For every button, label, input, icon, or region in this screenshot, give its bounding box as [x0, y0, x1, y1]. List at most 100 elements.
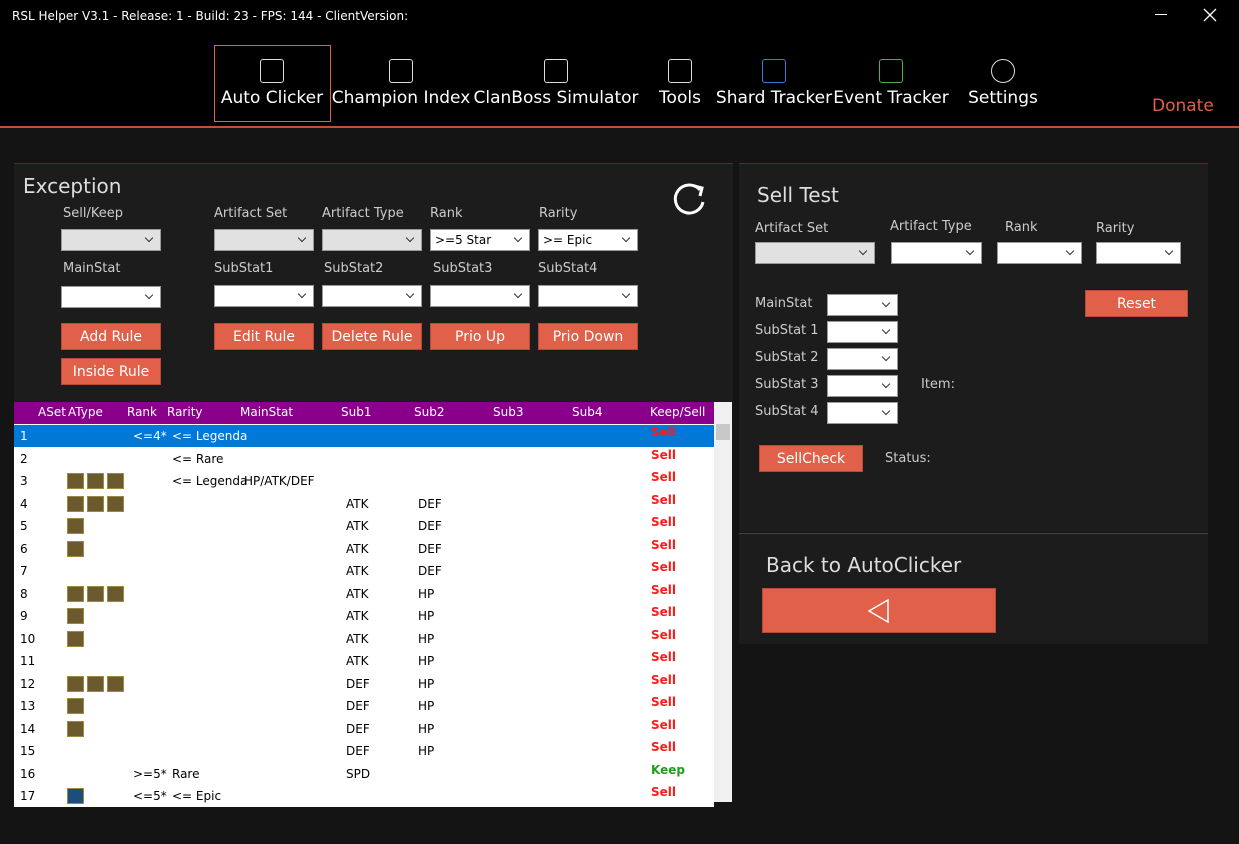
dropdown[interactable]	[827, 321, 898, 343]
column-header: AType	[68, 405, 103, 419]
table-cell: 15	[20, 744, 36, 758]
dropdown[interactable]	[538, 285, 638, 307]
dropdown[interactable]	[214, 229, 314, 251]
artifact-icon	[67, 540, 84, 557]
table-row[interactable]	[14, 605, 714, 627]
close-button[interactable]	[1203, 8, 1217, 22]
field-label: Sell/Keep	[63, 206, 123, 221]
artifact-icon	[67, 698, 84, 714]
nav-icon	[389, 59, 413, 83]
nav-tab[interactable]: Champion Index	[331, 88, 471, 108]
table-cell: >=5*	[133, 766, 167, 781]
rule-button[interactable]: Prio Up	[430, 323, 530, 350]
artifact-icon	[107, 473, 124, 489]
table-row[interactable]	[14, 470, 714, 492]
keep-sell-cell: Sell	[651, 627, 677, 642]
table-row[interactable]	[14, 672, 714, 695]
artifact-icon	[67, 585, 84, 602]
dropdown[interactable]	[997, 242, 1082, 264]
column-header: Rarity	[167, 405, 203, 419]
refresh-icon[interactable]	[670, 180, 708, 218]
table-row[interactable]	[14, 762, 714, 785]
dropdown[interactable]	[827, 375, 898, 397]
table-cell: HP/ATK/DEF	[244, 474, 315, 488]
nav-tab[interactable]: Tools	[659, 88, 701, 108]
table-row[interactable]	[14, 537, 714, 560]
table-cell: 10	[20, 631, 36, 646]
dropdown[interactable]	[322, 229, 422, 251]
table-cell: HP	[418, 631, 435, 646]
table-cell: 7	[20, 564, 28, 578]
table-cell: <= Legenda	[172, 429, 248, 443]
table-cell: DEF	[346, 699, 370, 713]
scrollbar[interactable]	[714, 402, 732, 802]
back-title: Back to AutoClicker	[766, 553, 962, 577]
nav-tab[interactable]: Auto Clicker	[220, 88, 324, 108]
dropdown[interactable]: >= Epic	[538, 229, 638, 251]
table-cell: DEF	[418, 541, 442, 556]
dropdown[interactable]	[430, 285, 530, 307]
artifact-icon	[67, 608, 84, 624]
keep-sell-cell: Sell	[651, 672, 677, 687]
rule-button[interactable]: Inside Rule	[61, 358, 161, 385]
keep-sell-cell: Sell	[651, 740, 677, 754]
dropdown[interactable]	[214, 285, 314, 307]
donate-link[interactable]: Donate	[1152, 96, 1214, 116]
rule-button[interactable]: Edit Rule	[214, 323, 314, 350]
dropdown[interactable]	[61, 229, 161, 251]
keep-sell-cell: Sell	[651, 492, 677, 507]
table-cell: HP	[418, 721, 435, 736]
nav-tab[interactable]: Event Tracker	[833, 88, 949, 108]
rule-button[interactable]: Prio Down	[538, 323, 638, 350]
table-row[interactable]	[14, 515, 714, 537]
table-row[interactable]	[14, 582, 714, 605]
field-label: Artifact Set	[214, 206, 288, 221]
table-cell: 13	[20, 699, 36, 713]
dropdown[interactable]	[322, 285, 422, 307]
scrollbar-thumb[interactable]	[716, 424, 730, 440]
dropdown[interactable]	[1096, 242, 1181, 264]
dropdown[interactable]	[827, 348, 898, 370]
table-row[interactable]	[14, 717, 714, 740]
table-row[interactable]	[14, 560, 714, 582]
nav-tab[interactable]: ClanBoss Simulator	[473, 88, 639, 108]
table-row[interactable]	[14, 785, 714, 807]
table-row[interactable]	[14, 695, 714, 717]
reset-button[interactable]: Reset	[1085, 290, 1188, 317]
dropdown[interactable]	[827, 402, 898, 424]
keep-sell-cell: Sell	[651, 582, 677, 597]
table-cell: 8	[20, 586, 28, 601]
table-cell: <= Epic	[172, 789, 222, 803]
table-cell: 6	[20, 541, 28, 556]
table-cell: 5	[20, 519, 28, 533]
column-header: Sub2	[414, 405, 445, 419]
sellcheck-button[interactable]: SellCheck	[759, 445, 863, 472]
table-row[interactable]	[14, 627, 714, 650]
keep-sell-cell: Sell	[651, 537, 677, 552]
table-row[interactable]	[14, 425, 714, 447]
rule-button[interactable]: Add Rule	[61, 323, 161, 350]
table-row[interactable]	[14, 740, 714, 762]
table-cell: DEF	[418, 564, 442, 578]
artifact-icon	[67, 788, 84, 804]
nav-tab[interactable]: Settings	[968, 88, 1038, 108]
table-cell: ATK	[346, 541, 369, 556]
table-row[interactable]	[14, 650, 714, 672]
table-cell: ATK	[346, 586, 369, 601]
back-button[interactable]	[762, 588, 996, 633]
dropdown[interactable]	[755, 242, 875, 264]
nav-icon	[544, 59, 568, 83]
keep-sell-cell: Keep	[651, 762, 685, 777]
dropdown[interactable]: >=5 Star	[430, 229, 530, 251]
nav-tab[interactable]: Shard Tracker	[715, 88, 833, 108]
table-row[interactable]	[14, 447, 714, 470]
dropdown[interactable]	[827, 294, 898, 316]
field-label: Rank	[1005, 220, 1038, 235]
dropdown[interactable]	[891, 242, 982, 264]
dropdown[interactable]	[61, 286, 161, 308]
rule-button[interactable]: Delete Rule	[322, 323, 422, 350]
minimize-button[interactable]	[1155, 14, 1167, 15]
table-row[interactable]	[14, 492, 714, 515]
table-header	[14, 402, 714, 424]
